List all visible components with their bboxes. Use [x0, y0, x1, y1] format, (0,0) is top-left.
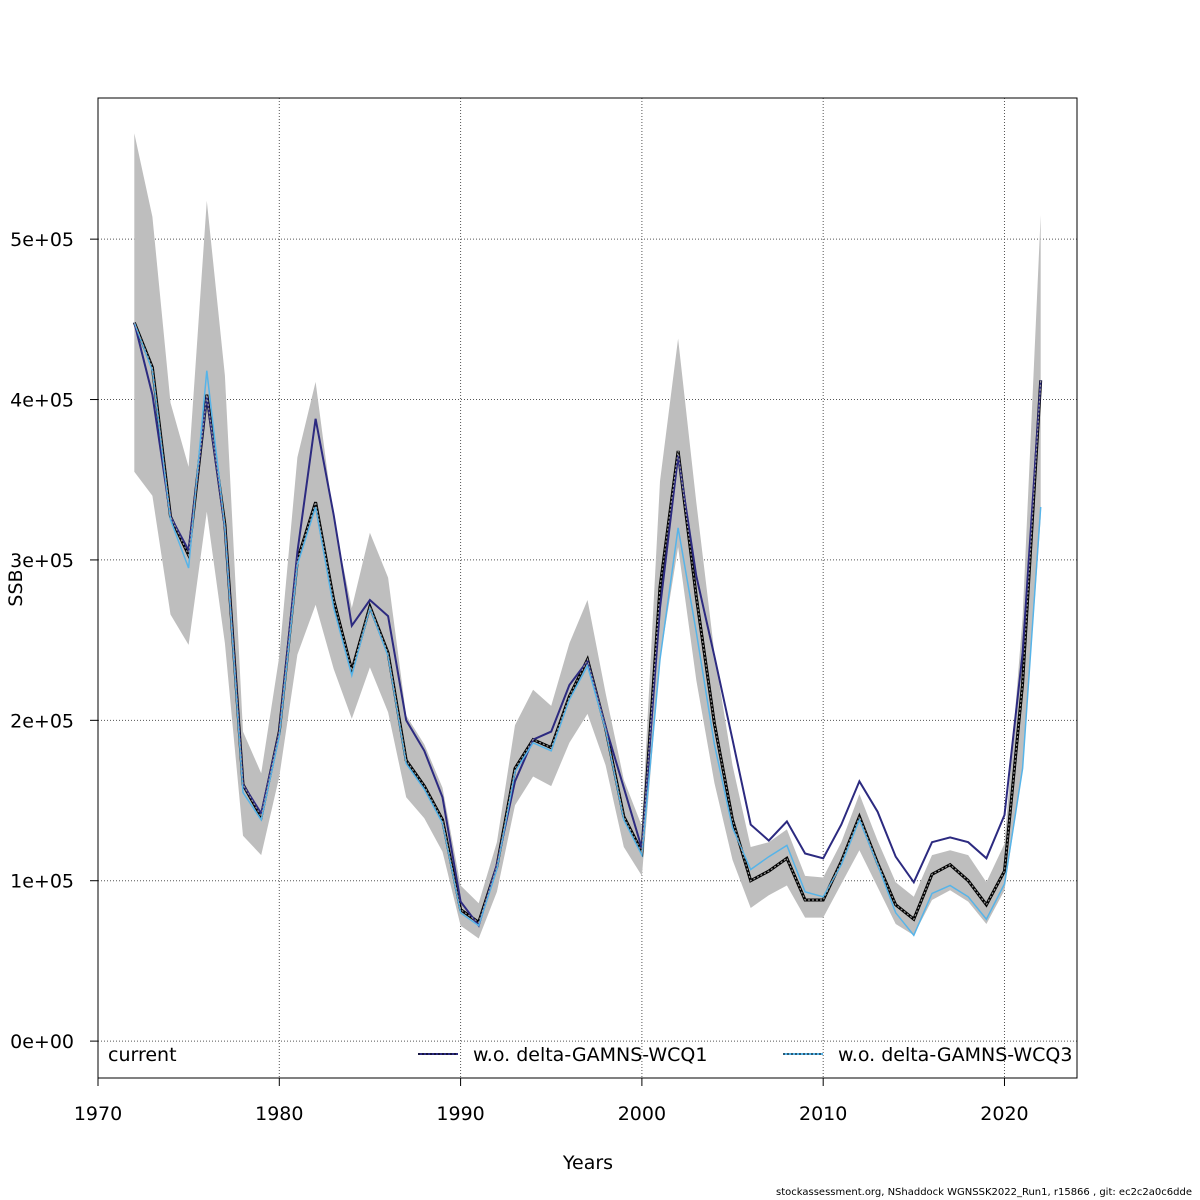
x-tick-label: 2020	[980, 1103, 1028, 1125]
y-tick-label: 4e+05	[10, 390, 74, 412]
footer-note: stockassessment.org, NShaddock WGNSSK202…	[776, 1187, 1192, 1198]
y-tick-label: 3e+05	[10, 550, 74, 572]
y-tick-label: 1e+05	[10, 871, 74, 893]
legend: current w.o. delta-GAMNS-WCQ1 w.o. delta-G…	[108, 1044, 1072, 1066]
series-line-current-dots	[133, 322, 1042, 924]
legend-label-current: current	[108, 1044, 177, 1066]
confidence-band	[134, 133, 1041, 939]
y-tick-label: 0e+00	[10, 1031, 74, 1053]
legend-label-wcq3: w.o. delta-GAMNS-WCQ3	[838, 1044, 1072, 1066]
plot-frame	[97, 97, 1078, 1079]
series-lines	[132, 321, 1043, 937]
x-tick-label: 1980	[255, 1103, 303, 1125]
x-axis-label: Years	[562, 1152, 613, 1174]
grid-lines	[97, 98, 1077, 1078]
y-axis-label: SSB	[5, 569, 27, 606]
y-tick-label: 5e+05	[10, 229, 74, 251]
x-tick-label: 1970	[74, 1103, 122, 1125]
y-axis: 0e+00 1e+05 2e+05 3e+05 4e+05 5e+05	[10, 229, 98, 1053]
x-tick-label: 1990	[436, 1103, 484, 1125]
series-line-wcq1	[133, 322, 1042, 928]
x-tick-label: 2010	[799, 1103, 847, 1125]
x-axis: 1970 1980 1990 2000 2010 2020	[74, 1078, 1029, 1125]
x-tick-label: 2000	[618, 1103, 666, 1125]
y-tick-label: 2e+05	[10, 710, 74, 732]
legend-label-wcq1: w.o. delta-GAMNS-WCQ1	[473, 1044, 707, 1066]
series-line-wcq3	[133, 322, 1042, 937]
